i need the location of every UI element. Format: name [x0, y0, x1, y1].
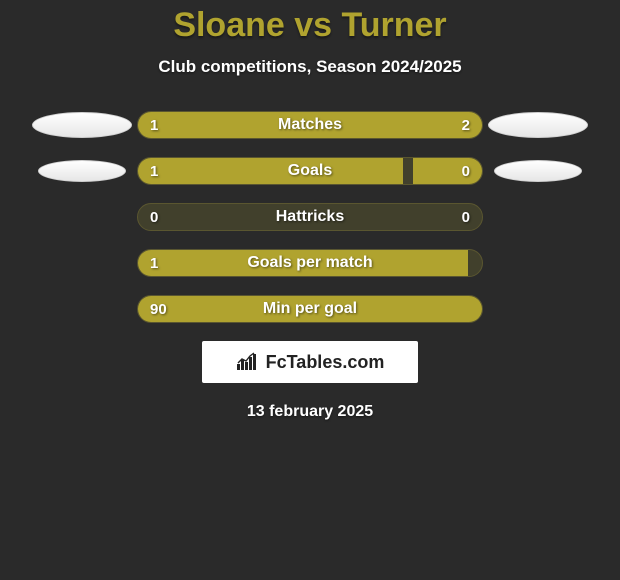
ellipse-icon [32, 112, 132, 138]
stat-bar: 10Goals [137, 157, 483, 185]
stat-label: Goals per match [138, 250, 482, 276]
stat-bar: 1Goals per match [137, 249, 483, 277]
stat-row: 1Goals per match [0, 249, 620, 277]
left-side [27, 112, 137, 138]
stat-label: Goals [138, 158, 482, 184]
date-label: 13 february 2025 [0, 403, 620, 421]
ellipse-icon [38, 160, 126, 182]
ellipse-icon [488, 112, 588, 138]
brand-badge[interactable]: FcTables.com [202, 341, 418, 383]
stat-label: Hattricks [138, 204, 482, 230]
brand-text: FcTables.com [266, 352, 385, 373]
page-subtitle: Club competitions, Season 2024/2025 [0, 57, 620, 77]
stat-row: 10Goals [0, 157, 620, 185]
stat-rows: 12Matches 10Goals 00Hattricks 1Goals per ma… [0, 111, 620, 323]
stat-row: 00Hattricks [0, 203, 620, 231]
stat-row: 12Matches [0, 111, 620, 139]
stat-row: 90Min per goal [0, 295, 620, 323]
chart-bars-icon [236, 352, 260, 372]
stat-label: Min per goal [138, 296, 482, 322]
ellipse-icon [494, 160, 582, 182]
left-side [27, 160, 137, 182]
stat-bar: 00Hattricks [137, 203, 483, 231]
stat-label: Matches [138, 112, 482, 138]
comparison-container: Sloane vs Turner Club competitions, Seas… [0, 0, 620, 421]
stat-bar: 90Min per goal [137, 295, 483, 323]
page-title: Sloane vs Turner [0, 6, 620, 45]
right-side [483, 160, 593, 182]
right-side [483, 112, 593, 138]
stat-bar: 12Matches [137, 111, 483, 139]
